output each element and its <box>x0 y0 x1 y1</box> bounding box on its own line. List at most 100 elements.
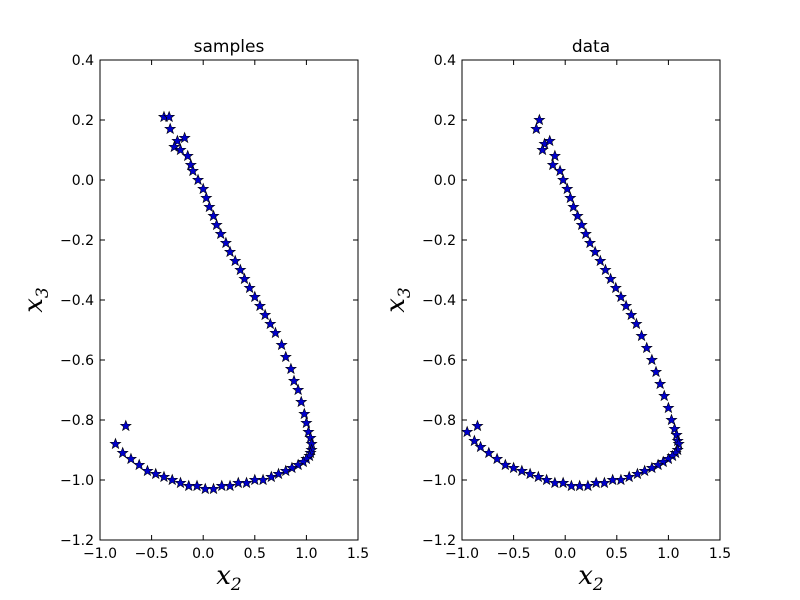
y-axis-label: x3 <box>381 287 415 313</box>
data-point <box>532 470 545 483</box>
x-tick-label: 0.0 <box>192 546 214 562</box>
data-point <box>279 464 292 477</box>
x-tick-label: −0.5 <box>135 546 169 562</box>
y-axis-label-main: x <box>19 298 49 313</box>
panel-samples: −1.0 −0.5 0.0 0.5 1.0 1.5−1.2−1.0−0.8−0.6−0.4… <box>19 37 369 595</box>
data-point <box>638 464 651 477</box>
data-point <box>215 479 228 492</box>
data-point <box>662 452 675 465</box>
data-point <box>269 326 282 339</box>
data-point <box>670 428 683 441</box>
data-point <box>579 227 592 240</box>
y-tick-label: −0.8 <box>422 413 456 429</box>
data-point <box>536 143 549 156</box>
plot-frame <box>99 59 359 541</box>
data-point <box>471 419 484 432</box>
data-point <box>630 317 643 330</box>
y-tick-label: 0.4 <box>72 53 94 69</box>
data-point <box>297 455 310 468</box>
y-tick-label: 0.2 <box>72 113 94 129</box>
x-tick-label: 1.5 <box>709 546 731 562</box>
data-point <box>248 473 261 486</box>
data-point <box>665 413 678 426</box>
data-point <box>548 149 561 162</box>
y-tick-label: −0.6 <box>422 353 456 369</box>
data-point <box>174 476 187 489</box>
data-point <box>614 290 627 303</box>
data-point <box>295 395 308 408</box>
data-point <box>168 140 181 153</box>
data-point <box>197 182 210 195</box>
chart-title: data <box>572 37 610 57</box>
data-point <box>631 467 644 480</box>
data-point <box>234 263 247 276</box>
data-point <box>164 122 177 135</box>
data-point <box>640 341 653 354</box>
data-point <box>141 464 154 477</box>
y-tick-label: −0.4 <box>422 293 456 309</box>
x-axis-label: x2 <box>578 561 604 595</box>
data-point <box>174 143 187 156</box>
data-point <box>116 446 129 459</box>
data-point <box>248 290 261 303</box>
data-point <box>275 338 288 351</box>
data-point <box>474 440 487 453</box>
y-tick-label: 0.0 <box>72 173 94 189</box>
data-point <box>543 134 556 147</box>
data-point <box>625 308 638 321</box>
data-point <box>229 254 242 267</box>
x-tick-label: −0.5 <box>497 546 531 562</box>
data-point <box>662 401 675 414</box>
data-point <box>635 329 648 342</box>
data-point <box>184 158 197 171</box>
data-point <box>482 446 495 459</box>
chart-title: samples <box>194 37 265 57</box>
y-tick-label: −1.0 <box>422 473 456 489</box>
data-point <box>191 173 205 186</box>
data-point <box>186 164 199 177</box>
data-point <box>609 281 622 294</box>
data-point <box>133 458 146 471</box>
data-point <box>561 182 574 195</box>
y-tick-label: −0.4 <box>60 293 94 309</box>
data-point <box>292 458 305 471</box>
x-axis-label: x2 <box>216 561 242 595</box>
data-point <box>668 422 681 435</box>
y-tick-label: −0.2 <box>422 233 456 249</box>
y-tick-label: −1.2 <box>422 533 456 549</box>
data-point <box>575 218 588 231</box>
data-point <box>672 437 685 450</box>
data-point <box>171 134 184 147</box>
data-point <box>533 113 546 126</box>
data-point <box>524 467 537 480</box>
data-point <box>285 461 298 474</box>
data-point <box>287 374 301 387</box>
y-tick-label: 0.2 <box>434 113 456 129</box>
data-point <box>302 425 315 438</box>
data-point <box>645 353 658 366</box>
data-point <box>219 236 232 249</box>
data-point <box>557 173 570 186</box>
y-tick-label: 0.4 <box>434 53 456 69</box>
x-tick-label: 0.0 <box>554 546 576 562</box>
data-point <box>546 158 559 171</box>
data-point <box>658 389 671 402</box>
data-point <box>124 452 138 465</box>
y-axis-label-sub: 3 <box>395 287 415 298</box>
data-point <box>149 467 162 480</box>
y-tick-label: −1.0 <box>60 473 94 489</box>
data-point <box>553 164 567 177</box>
x-axis-label-main: x <box>578 561 593 591</box>
data-point <box>461 425 474 438</box>
data-point <box>253 299 267 312</box>
y-tick-label: 0.0 <box>434 173 456 189</box>
x-axis-label-sub: 2 <box>592 575 604 595</box>
data-point <box>203 200 216 213</box>
data-point <box>571 209 584 222</box>
data-point <box>657 455 670 468</box>
data-point <box>654 377 667 390</box>
data-point <box>210 218 223 231</box>
data-point <box>589 245 602 258</box>
data-point <box>259 308 272 321</box>
